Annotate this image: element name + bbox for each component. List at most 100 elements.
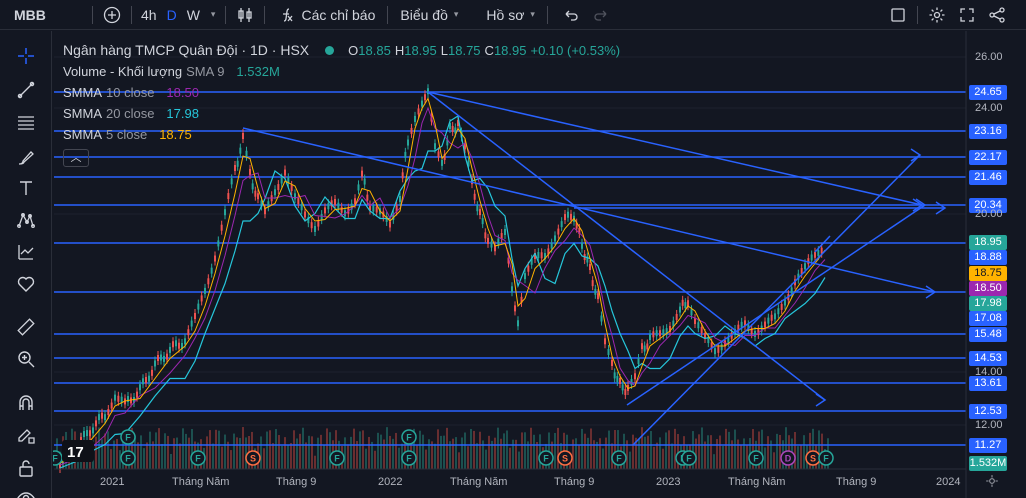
undo-button[interactable]	[556, 0, 586, 30]
legend-volume-row[interactable]: Volume - Khối lượng SMA 9 1.532M	[63, 61, 624, 82]
fullscreen-button[interactable]	[952, 0, 982, 30]
event-marker-icon[interactable]	[245, 450, 261, 466]
event-marker-icon[interactable]	[611, 450, 627, 466]
volume-bar	[503, 433, 505, 469]
legend-smma20-row[interactable]: SMMA 20 close 17.98	[63, 103, 624, 124]
candle-body	[157, 355, 159, 362]
event-marker-icon[interactable]	[401, 450, 417, 466]
candle-body	[675, 313, 678, 320]
screen-button[interactable]	[883, 0, 913, 30]
event-marker-icon[interactable]	[818, 450, 834, 466]
trend-line[interactable]	[242, 127, 936, 293]
event-marker-letter: S	[810, 454, 816, 464]
volume-bar	[509, 447, 511, 469]
interval-w[interactable]: W	[186, 6, 200, 23]
volume-bar	[380, 434, 382, 469]
event-marker-icon[interactable]	[401, 429, 417, 445]
candle-body	[564, 214, 566, 221]
volume-bar	[302, 427, 304, 469]
hide-tool[interactable]	[13, 485, 39, 498]
arrow-head	[912, 198, 924, 212]
event-marker-icon[interactable]	[557, 450, 573, 466]
volume-bar	[425, 449, 427, 469]
trend-line[interactable]	[632, 154, 921, 446]
candle-body	[354, 198, 356, 205]
volume-bar	[812, 428, 814, 469]
interval-4h[interactable]: 4h	[141, 6, 157, 23]
legend-collapse-button[interactable]: ︿	[63, 149, 89, 167]
measure-tool[interactable]	[13, 314, 39, 340]
trend-line[interactable]	[427, 91, 826, 401]
volume-bar	[707, 435, 709, 469]
volume-bar	[443, 435, 445, 469]
favorites-tool[interactable]	[13, 271, 39, 297]
event-marker-icon[interactable]	[538, 450, 554, 466]
brush-tool[interactable]	[13, 144, 39, 170]
indicators-button[interactable]: Các chỉ báo	[269, 0, 383, 30]
event-marker-icon[interactable]	[120, 450, 136, 466]
legend-main-row: Ngân hàng TMCP Quân Đội · 1D · HSX O 18.8…	[63, 40, 624, 61]
pattern-tool[interactable]	[13, 207, 39, 233]
pattern-icon	[17, 213, 35, 228]
volume-bar	[512, 439, 514, 469]
volume-bar	[149, 431, 151, 469]
interval-dropdown-icon[interactable]: ▾	[210, 9, 216, 19]
volume-bar	[476, 443, 478, 469]
share-button[interactable]	[982, 0, 1012, 30]
trend-line[interactable]	[626, 204, 926, 406]
volume-bar	[173, 438, 175, 469]
interval-d[interactable]: D	[166, 6, 177, 23]
candle-body	[659, 330, 661, 337]
fib-tool[interactable]	[13, 110, 39, 136]
trend-lines[interactable]	[242, 91, 947, 446]
symbol-search-button[interactable]: MBB	[0, 0, 88, 30]
lock-drawing-tool[interactable]	[13, 422, 39, 448]
volume-bar	[800, 445, 802, 469]
candle-body	[652, 331, 655, 338]
event-marker-icon[interactable]	[780, 450, 796, 466]
candle-body	[611, 359, 613, 366]
redo-button[interactable]	[586, 0, 616, 30]
candle-body	[600, 315, 603, 322]
volume-bar	[347, 444, 349, 469]
event-marker-icon[interactable]	[681, 450, 697, 466]
volume-bar	[629, 451, 631, 469]
volume-bar	[647, 435, 649, 469]
profile-button[interactable]: Hồ sơ ▾	[478, 0, 543, 30]
time-tick: Tháng 9	[836, 476, 877, 488]
event-marker-icon[interactable]	[329, 450, 345, 466]
candle-body	[547, 248, 550, 255]
chart-type-button[interactable]: Biểu đồ ▾	[392, 0, 466, 30]
candle-body	[737, 324, 740, 331]
legend-symbol-title[interactable]: Ngân hàng TMCP Quân Đội · 1D · HSX	[63, 42, 310, 58]
trend-line[interactable]	[427, 91, 923, 206]
toolbar-divider	[917, 6, 918, 24]
forecast-tool[interactable]	[13, 239, 39, 265]
magnet-tool[interactable]	[13, 390, 39, 416]
event-marker-icon[interactable]	[120, 429, 136, 445]
event-markers[interactable]: FFFFFSFFSFFFFDSFF	[53, 429, 834, 466]
settings-button[interactable]	[922, 0, 952, 30]
price-chart[interactable]: FFFFFSFFSFFFFDSFF 17	[53, 31, 1026, 498]
price-label: 23.16	[969, 124, 1007, 139]
compare-add-button[interactable]	[97, 0, 127, 30]
legend-smma5-row[interactable]: SMMA 5 close 18.75	[63, 124, 624, 145]
legend-smma10-row[interactable]: SMMA 10 close 18.50	[63, 82, 624, 103]
brush-icon	[18, 151, 34, 165]
candle-style-button[interactable]	[230, 0, 260, 30]
volume-name: Volume - Khối lượng	[63, 64, 183, 79]
candle-body	[464, 143, 466, 150]
volume-bar	[677, 434, 679, 469]
text-tool[interactable]	[13, 175, 39, 201]
timezone-settings-button[interactable]	[985, 474, 999, 491]
event-marker-icon[interactable]	[748, 450, 764, 466]
candle-body	[534, 253, 536, 260]
lock-all-tool[interactable]	[13, 455, 39, 481]
crosshair-tool[interactable]	[13, 43, 39, 69]
trend-line[interactable]	[814, 235, 831, 253]
volume-bar	[398, 447, 400, 469]
zoom-tool[interactable]	[13, 346, 39, 372]
trendline-tool[interactable]	[13, 77, 39, 103]
event-marker-icon[interactable]	[190, 450, 206, 466]
indicators-label: Các chỉ báo	[301, 6, 376, 23]
